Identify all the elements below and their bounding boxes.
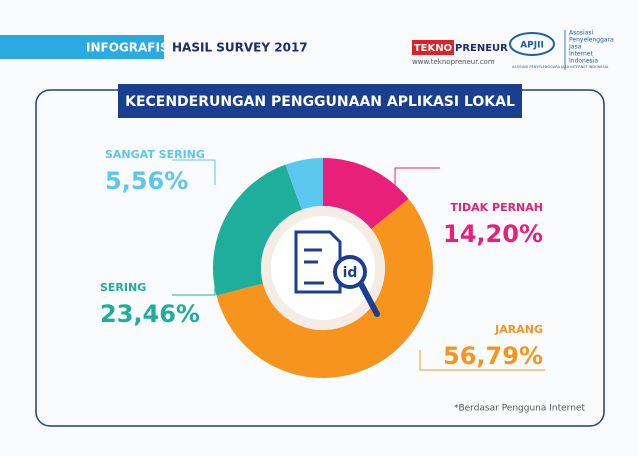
header-subtitle: HASIL SURVEY 2017	[172, 41, 308, 55]
apjii-tagline: ASOSIASI PENYELENGGARA JASA INTERNET IND…	[512, 65, 609, 69]
donut-slice	[216, 198, 434, 379]
logo-part1: TEKNO	[414, 43, 452, 54]
note: *Berdasar Pengguna Internet	[454, 404, 586, 414]
header-tag: INFOGRAFIS	[86, 41, 169, 55]
apjii-line: Jasa	[568, 44, 582, 51]
apjii-line: Internet	[569, 51, 593, 58]
donut-slice	[285, 158, 323, 210]
apjii-line: Asosiasi	[569, 30, 593, 37]
logo-part2: PRENEUR	[455, 43, 508, 54]
category-label: TIDAK PERNAH	[450, 201, 543, 214]
value-label: 23,46%	[100, 300, 200, 328]
magnifier-handle	[358, 281, 380, 317]
donut	[213, 158, 434, 379]
logo-url: www.teknopreneur.com	[412, 58, 495, 66]
donut-slice	[323, 158, 409, 230]
donut-slice	[213, 164, 302, 296]
apjii-name: APJII	[520, 41, 544, 51]
value-label: 56,79%	[443, 342, 543, 370]
magnifier	[333, 255, 367, 289]
apjii-line: Indonesia	[569, 58, 598, 65]
apjii-text: AsosiasiPenyelenggaraJasaInternetIndones…	[568, 30, 614, 65]
apjii-line: Penyelenggara	[569, 37, 614, 44]
leader-line	[172, 159, 216, 185]
category-label: SANGAT SERING	[105, 148, 205, 161]
banner	[0, 35, 164, 59]
leader-line	[419, 350, 545, 371]
title-box	[118, 84, 522, 118]
category-label: SERING	[100, 281, 146, 294]
value-label: 5,56%	[105, 167, 188, 195]
category-label: JARANG	[494, 323, 543, 336]
chart-title: KECENDERUNGAN PENGGUNAAN APLIKASI LOKAL	[125, 94, 515, 110]
icon-label: id	[343, 265, 358, 281]
apjii-ring	[509, 32, 555, 56]
logo-box	[412, 40, 454, 55]
value-label: 14,20%	[443, 220, 543, 248]
